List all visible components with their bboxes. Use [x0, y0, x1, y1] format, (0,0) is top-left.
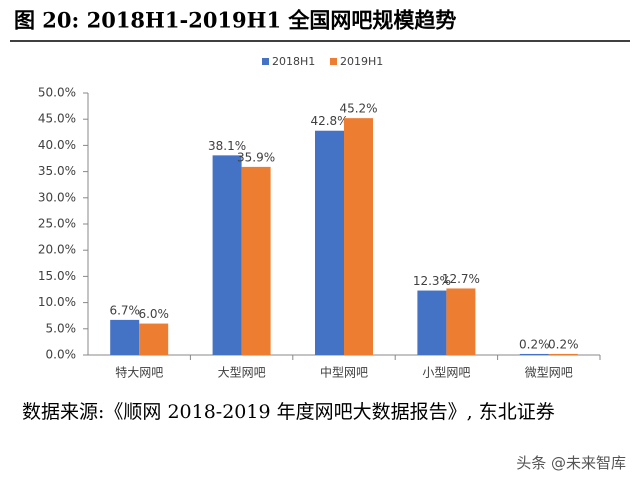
x-tick-label: 小型网吧: [422, 366, 470, 380]
y-tick-label: 5.0%: [46, 321, 77, 335]
value-label: 38.1%: [208, 139, 246, 153]
y-tick-label: 50.0%: [38, 86, 76, 100]
value-label: 35.9%: [237, 150, 275, 164]
bar: [315, 130, 344, 355]
legend-label: 2019H1: [340, 55, 383, 68]
source-note: 数据来源:《顺网 2018-2019 年度网吧大数据报告》, 东北证券: [22, 401, 555, 423]
x-tick-label: 特大网吧: [115, 365, 163, 380]
value-label: 0.2%: [548, 337, 579, 351]
bar: [139, 323, 169, 355]
legend-swatch: [262, 58, 269, 65]
y-tick-label: 35.0%: [38, 164, 76, 178]
value-label: 0.2%: [519, 337, 550, 351]
bar: [417, 290, 447, 355]
value-label: 12.7%: [442, 272, 480, 286]
chart-title: 图 20: 2018H1-2019H1 全国网吧规模趋势: [14, 8, 456, 33]
value-label: 6.7%: [109, 303, 140, 317]
value-label: 42.8%: [310, 114, 348, 128]
y-tick-label: 0.0%: [46, 348, 77, 362]
value-label: 45.2%: [339, 102, 377, 116]
bar: [548, 353, 578, 355]
x-tick-label: 中型网吧: [320, 365, 368, 380]
bar: [344, 118, 373, 355]
x-tick-label: 大型网吧: [218, 366, 266, 380]
value-label: 12.3%: [413, 274, 451, 288]
x-tick-label: 微型网吧: [525, 366, 573, 380]
y-tick-label: 45.0%: [38, 112, 76, 126]
legend-swatch: [330, 58, 337, 65]
bar: [446, 288, 476, 355]
bar: [110, 319, 140, 355]
bar: [519, 353, 549, 355]
y-tick-label: 10.0%: [38, 295, 76, 309]
bar: [241, 166, 271, 355]
value-label: 6.0%: [138, 307, 169, 321]
watermark: 头条 @未来智库: [516, 454, 626, 472]
y-tick-label: 25.0%: [38, 217, 76, 231]
bar: [212, 155, 242, 355]
chart: 图 20: 2018H1-2019H1 全国网吧规模趋势 0.0% 5.0% 10.…: [10, 8, 630, 380]
legend-label: 2018H1: [272, 55, 315, 68]
y-tick-label: 30.0%: [38, 190, 76, 204]
y-tick-label: 15.0%: [38, 269, 76, 283]
y-tick-label: 40.0%: [38, 138, 76, 152]
y-tick-label: 20.0%: [38, 243, 76, 257]
